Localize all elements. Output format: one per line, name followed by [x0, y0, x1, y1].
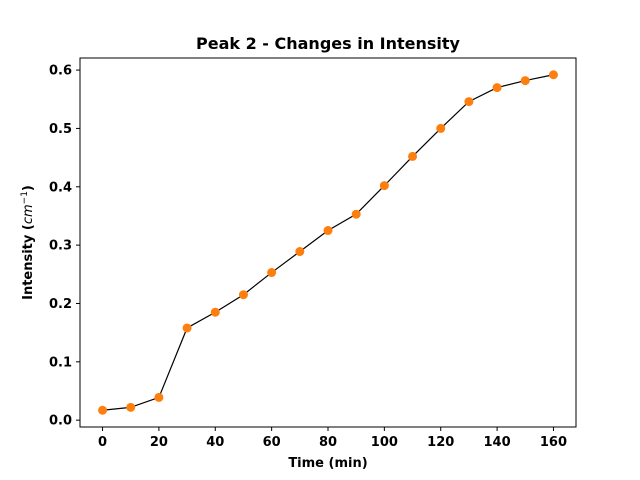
data-point — [98, 405, 108, 415]
data-point — [379, 181, 389, 191]
data-point — [492, 83, 502, 93]
data-point — [267, 268, 277, 278]
y-axis-label-main: Intensity ( — [21, 224, 36, 300]
y-tick-label: 0.4 — [49, 180, 72, 195]
y-tick-label: 0.5 — [49, 122, 72, 137]
data-point — [182, 323, 192, 333]
data-point — [436, 123, 446, 133]
y-tick-label: 0.2 — [49, 297, 72, 312]
x-tick-label: 140 — [484, 435, 511, 450]
data-point — [351, 209, 361, 219]
plot-area — [79, 57, 577, 428]
data-point — [323, 226, 333, 236]
y-tick-label: 0.1 — [49, 355, 72, 370]
x-tick-label: 20 — [150, 435, 168, 450]
data-point — [210, 307, 220, 317]
x-axis: 0 20 40 60 80 100 120 140 160 — [98, 427, 567, 450]
y-axis-label-close: ) — [21, 185, 36, 191]
x-tick-label: 40 — [206, 435, 224, 450]
x-tick-label: 100 — [371, 435, 398, 450]
data-point — [238, 290, 248, 300]
x-tick-label: 0 — [98, 435, 107, 450]
y-axis-label: Intensity (cm−1) — [20, 185, 36, 300]
x-tick-label: 160 — [540, 435, 567, 450]
y-tick-label: 0.6 — [49, 64, 72, 79]
y-tick-label: 0.0 — [49, 414, 72, 429]
data-point — [126, 402, 136, 412]
data-point — [408, 151, 418, 161]
data-point — [548, 70, 558, 80]
y-axis-label-exponent: −1 — [20, 191, 30, 204]
y-tick-label: 0.3 — [49, 239, 72, 254]
chart-title: Peak 2 - Changes in Intensity — [196, 34, 461, 53]
data-point — [520, 76, 530, 86]
y-axis: 0.0 0.1 0.2 0.3 0.4 0.5 0.6 — [49, 64, 80, 429]
data-point — [154, 392, 164, 402]
y-axis-label-unit: cm — [21, 204, 36, 224]
x-tick-label: 60 — [263, 435, 281, 450]
x-tick-label: 120 — [427, 435, 454, 450]
x-axis-label: Time (min) — [288, 456, 367, 471]
series-points — [98, 70, 558, 415]
data-point — [295, 247, 305, 257]
data-point — [464, 97, 474, 107]
x-tick-label: 80 — [319, 435, 337, 450]
